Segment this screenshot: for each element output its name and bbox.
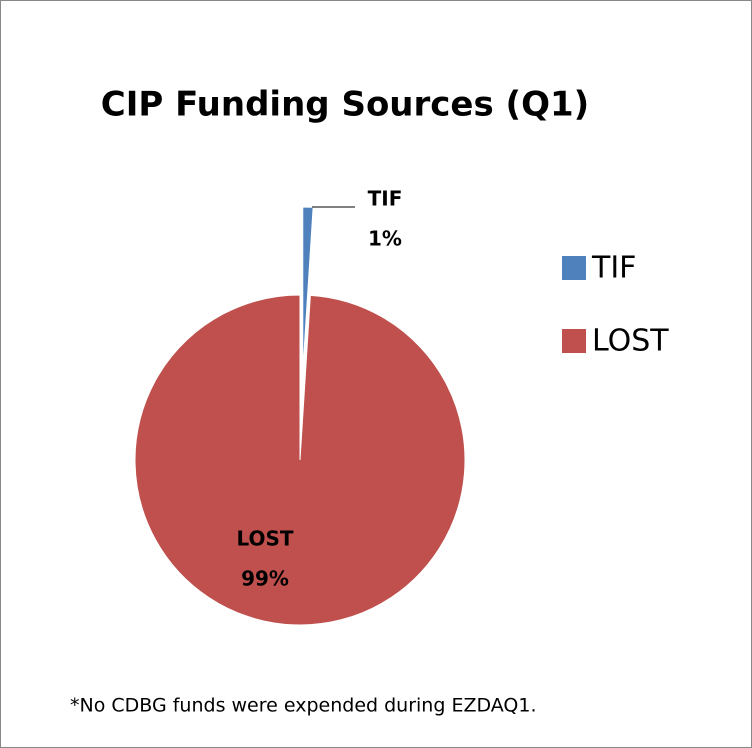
chart-title: CIP Funding Sources (Q1): [101, 85, 589, 125]
data-label: 99%: [241, 567, 289, 591]
legend-label: LOST: [592, 324, 669, 359]
legend-label: TIF: [591, 251, 636, 286]
legend-swatch: [562, 329, 586, 353]
pie-slice: [134, 294, 466, 626]
legend-swatch: [562, 256, 586, 280]
data-label-name: LOST: [236, 527, 293, 551]
data-label: 1%: [368, 227, 402, 251]
data-label-name: TIF: [368, 187, 403, 211]
footnote: *No CDBG funds were expended during EZDA…: [70, 695, 537, 717]
